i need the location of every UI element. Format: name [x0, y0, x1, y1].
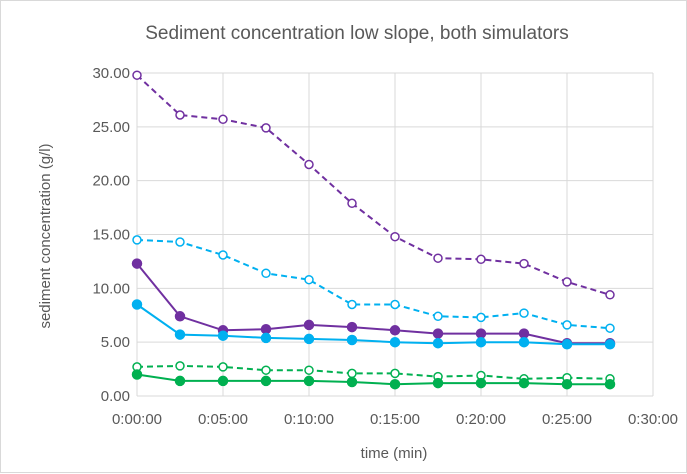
data-point: [260, 375, 272, 387]
series-line: [136, 303, 610, 346]
data-point: [132, 235, 142, 245]
x-axis-ticks: 0:00:00 0:05:00 0:10:00 0:15:00 0:20:00 0:25:…: [112, 411, 678, 428]
data-point: [604, 339, 616, 350]
data-point: [433, 311, 443, 322]
data-point: [175, 237, 185, 247]
data-point: [217, 330, 229, 341]
data-point: [390, 231, 400, 242]
data-point: [303, 333, 315, 345]
data-point: [218, 362, 228, 372]
series-3: [131, 299, 616, 350]
x-axis-title: time (min): [361, 445, 428, 462]
data-point: [346, 376, 358, 388]
data-point: [261, 268, 271, 279]
series-0: [132, 70, 615, 300]
data-point: [304, 365, 314, 375]
data-point: [261, 365, 271, 375]
data-point: [174, 375, 186, 387]
data-point: [518, 328, 530, 339]
data-point: [561, 339, 573, 350]
data-point: [519, 308, 529, 318]
y-tick-label: 10.00: [92, 280, 130, 297]
data-point: [131, 369, 143, 380]
data-point: [390, 368, 400, 379]
data-point: [218, 250, 228, 260]
x-tick-label: 0:20:00: [456, 411, 506, 428]
data-point: [304, 159, 314, 170]
data-point: [389, 336, 401, 348]
data-point: [561, 378, 573, 390]
y-tick-label: 0.00: [101, 388, 130, 405]
data-point: [260, 323, 272, 335]
data-point: [518, 377, 530, 389]
x-tick-label: 0:15:00: [370, 411, 420, 428]
data-point: [175, 361, 185, 371]
x-tick-label: 0:00:00: [112, 411, 162, 428]
data-point: [174, 329, 186, 340]
data-point: [389, 378, 401, 390]
data-point: [519, 258, 529, 269]
y-tick-label: 20.00: [92, 173, 130, 190]
data-point: [475, 336, 487, 348]
y-tick-label: 30.00: [92, 65, 130, 82]
data-point: [518, 336, 530, 348]
data-point: [476, 312, 486, 323]
data-point: [261, 123, 271, 133]
data-point: [562, 320, 572, 330]
data-point: [389, 325, 401, 336]
data-point: [347, 198, 357, 209]
data-point: [475, 328, 487, 339]
data-point: [131, 299, 143, 310]
data-point: [260, 332, 272, 344]
series-4: [132, 361, 615, 384]
series-layer: [131, 70, 616, 390]
x-tick-label: 0:10:00: [284, 411, 334, 428]
chart-title: Sediment concentration low slope, both s…: [145, 23, 569, 44]
data-point: [432, 337, 444, 349]
data-point: [217, 375, 229, 387]
y-axis-title: sediment concentration (g/l): [37, 143, 54, 328]
data-point: [562, 277, 572, 287]
series-line: [136, 364, 611, 380]
data-point: [304, 274, 314, 285]
data-point: [604, 378, 616, 390]
series-line: [136, 373, 610, 386]
x-tick-label: 0:05:00: [198, 411, 248, 428]
data-point: [218, 114, 228, 125]
data-point: [390, 299, 400, 310]
data-point: [475, 377, 487, 389]
data-point: [432, 328, 444, 339]
data-point: [132, 70, 142, 80]
series-line: [136, 262, 610, 345]
x-tick-label: 0:30:00: [628, 411, 678, 428]
series-5: [131, 369, 616, 390]
data-point: [605, 290, 615, 300]
series-line: [136, 238, 611, 330]
data-point: [476, 254, 486, 265]
data-point: [303, 375, 315, 387]
data-point: [346, 334, 358, 346]
data-point: [174, 311, 186, 322]
x-tick-label: 0:25:00: [542, 411, 592, 428]
data-point: [432, 377, 444, 389]
data-point: [433, 253, 443, 263]
data-point: [131, 258, 143, 269]
data-point: [175, 110, 185, 120]
y-axis-ticks: 0.00 5.00 10.00 15.00 20.00 25.00 30.00: [92, 65, 130, 405]
data-point: [346, 321, 358, 333]
y-tick-label: 15.00: [92, 227, 130, 244]
y-tick-label: 5.00: [101, 334, 130, 351]
data-point: [303, 319, 315, 331]
data-point: [347, 368, 357, 379]
data-point: [605, 323, 615, 333]
series-line: [136, 74, 611, 296]
data-point: [347, 299, 357, 310]
series-1: [132, 235, 615, 333]
y-tick-label: 25.00: [92, 119, 130, 136]
